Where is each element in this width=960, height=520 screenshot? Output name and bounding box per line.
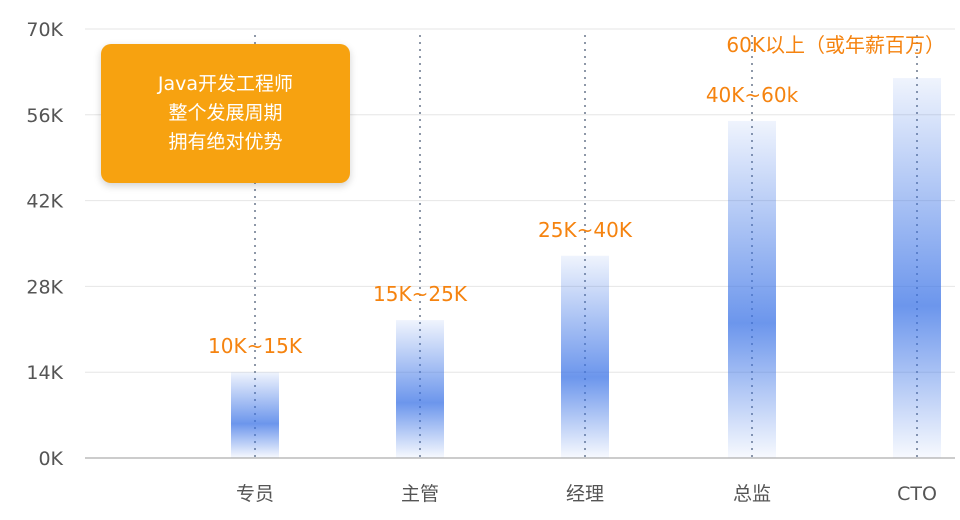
category-label: 经理 [566,483,604,505]
bar-4 [893,78,941,459]
y-tick-label: 42K [26,191,63,213]
range-label: 25K~40K [538,218,633,242]
y-tick-label: 28K [26,276,63,298]
x-axis-categories: 专员 主管 经理 总监 CTO [236,483,937,505]
range-label: 15K~25K [373,282,468,306]
y-tick-label: 0K [38,448,63,470]
y-tick-label: 14K [26,362,63,384]
bar-0 [231,372,279,458]
callout-line-1: Java开发工程师 [157,73,294,95]
bar-2 [561,255,609,458]
y-tick-label: 70K [26,19,63,41]
bar-3 [728,120,776,458]
category-label: 总监 [733,483,771,505]
range-label: 10K~15K [208,334,303,358]
callout-line-3: 拥有绝对优势 [168,131,283,153]
callout-line-2: 整个发展周期 [168,102,283,124]
range-label: 60K以上（或年薪百万） [726,33,945,57]
y-tick-label: 56K [26,105,63,127]
category-label: 主管 [401,483,439,505]
y-axis-ticks: 0K 14K 28K 42K 56K 70K [26,19,63,470]
category-label: CTO [897,483,937,505]
callout-box: Java开发工程师 整个发展周期 拥有绝对优势 [101,44,350,183]
bars [231,78,941,459]
category-label: 专员 [236,483,274,505]
bar-1 [396,320,444,458]
range-labels: 10K~15K 15K~25K 25K~40K 40K~60k 60K以上（或年薪百万） [208,33,945,358]
range-label: 40K~60k [706,83,799,107]
